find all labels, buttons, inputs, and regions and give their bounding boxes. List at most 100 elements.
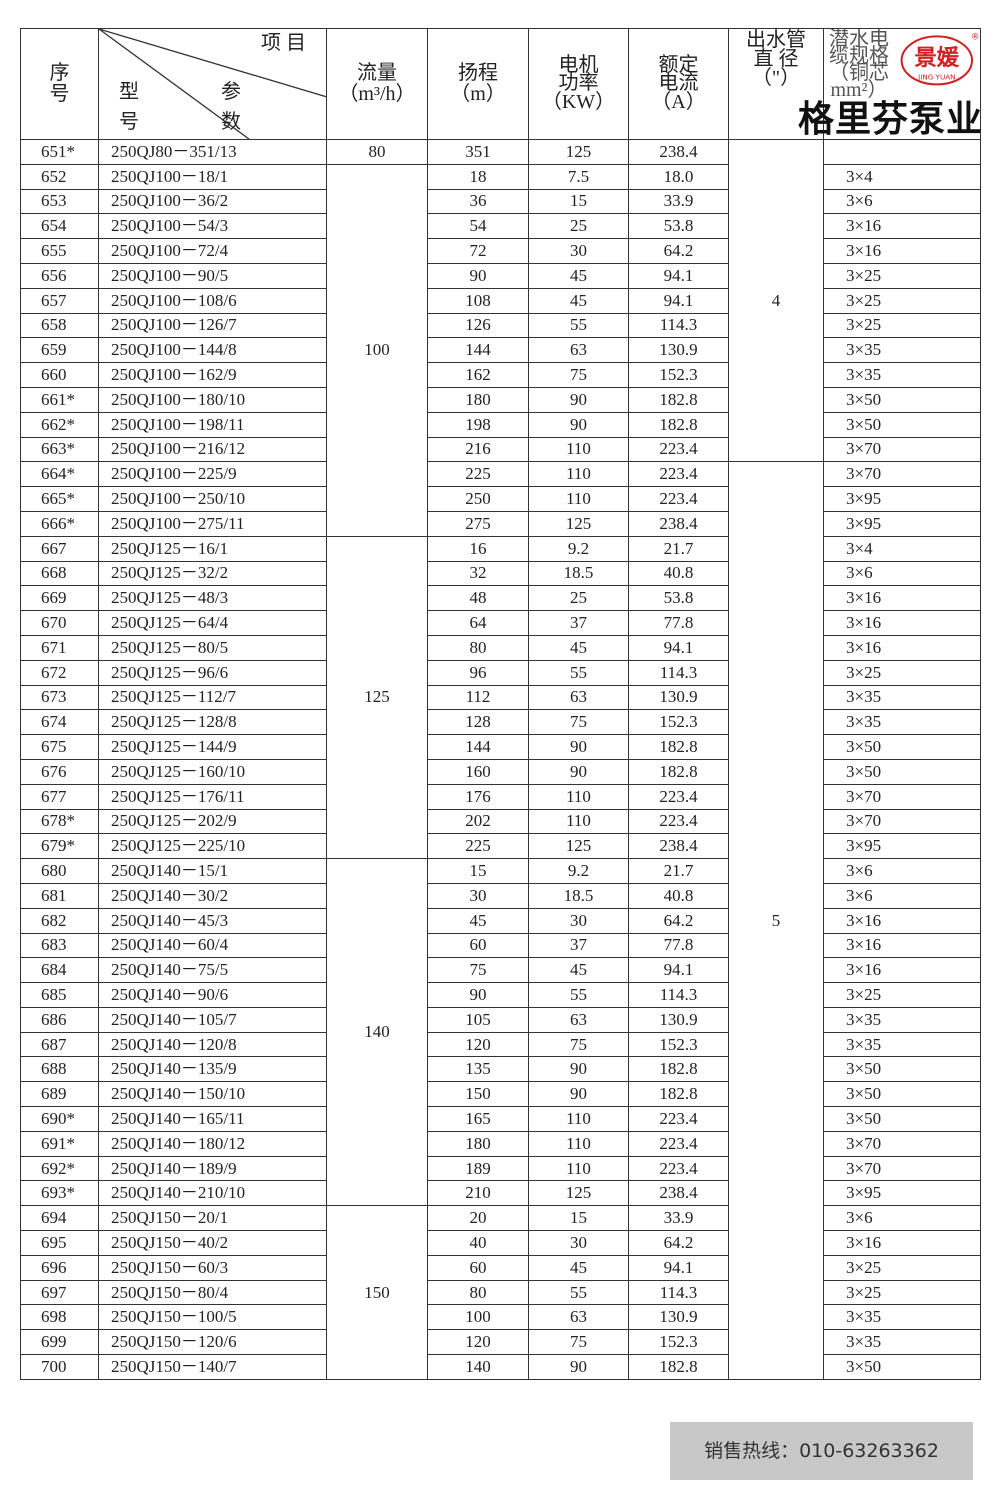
table-row: 690* 250QJ140－165/11 165 110 223.4 3×50 [20, 1106, 981, 1132]
table-row: 688 250QJ140－135/9 135 90 182.8 3×50 [20, 1056, 981, 1083]
model-number: 250QJ140－210/10 [98, 1180, 327, 1207]
cable-spec: 3×25 [823, 1254, 981, 1281]
model-number: 250QJ100－144/8 [98, 337, 327, 364]
head-value: 36 [427, 188, 529, 215]
head-value: 250 [427, 486, 529, 512]
model-number: 250QJ150－80/4 [98, 1279, 327, 1306]
current-value: 130.9 [628, 684, 729, 711]
row-number: 687 [20, 1031, 99, 1058]
current-value: 130.9 [628, 337, 729, 364]
head-value: 198 [427, 411, 529, 438]
head-value: 30 [427, 882, 529, 909]
head-value: 105 [427, 1006, 529, 1033]
current-value: 152.3 [628, 1031, 729, 1058]
current-value: 152.3 [628, 709, 729, 736]
head-value: 108 [427, 287, 529, 314]
cable-spec: 3×25 [823, 982, 981, 1008]
cable-spec: 3×50 [823, 1106, 981, 1132]
current-value: 223.4 [628, 1106, 729, 1132]
header-param: 参 数 [221, 81, 241, 133]
cable-spec: 3×70 [823, 808, 981, 835]
head-value: 150 [427, 1081, 529, 1108]
head-value: 140 [427, 1354, 529, 1380]
cable-spec: 3×16 [823, 610, 981, 636]
current-value: 18.0 [628, 163, 729, 190]
model-number: 250QJ150－120/6 [98, 1329, 327, 1356]
power-value: 63 [528, 337, 629, 364]
model-number: 250QJ125－32/2 [98, 560, 327, 587]
power-value: 30 [528, 238, 629, 264]
cable-spec: 3×25 [823, 312, 981, 339]
table-row: 697 250QJ150－80/4 80 55 114.3 3×25 [20, 1279, 981, 1306]
power-value: 63 [528, 684, 629, 711]
cable-spec: 3×95 [823, 1180, 981, 1207]
row-number: 692* [20, 1155, 99, 1182]
cable-spec: 3×50 [823, 758, 981, 785]
head-value: 144 [427, 734, 529, 760]
table-row: 698 250QJ150－100/5 100 63 130.9 3×35 [20, 1304, 981, 1331]
current-value: 238.4 [628, 1180, 729, 1207]
power-value: 110 [528, 783, 629, 810]
model-number: 250QJ140－165/11 [98, 1106, 327, 1132]
current-value: 114.3 [628, 659, 729, 686]
current-value: 94.1 [628, 634, 729, 661]
table-row: 675 250QJ125－144/9 144 90 182.8 3×50 [20, 734, 981, 760]
head-value: 48 [427, 585, 529, 612]
pump-spec-table: 序号 项 目 型 号 参 数 流量 （m³/h） 扬程 （m） 电机功率 （KW） 额… [20, 28, 981, 1380]
current-value: 182.8 [628, 1056, 729, 1083]
cable-spec: 3×16 [823, 585, 981, 612]
head-value: 180 [427, 1130, 529, 1157]
table-row: 656 250QJ100－90/5 90 45 94.1 3×25 [20, 262, 981, 289]
power-value: 75 [528, 1031, 629, 1058]
current-value: 64.2 [628, 1230, 729, 1256]
cable-spec: 3×16 [823, 957, 981, 984]
power-value: 55 [528, 1279, 629, 1306]
table-row: 674 250QJ125－128/8 128 75 152.3 3×35 [20, 709, 981, 736]
power-value: 45 [528, 287, 629, 314]
cable-spec: 3×50 [823, 734, 981, 760]
row-number: 668 [20, 560, 99, 587]
cable-spec: 3×70 [823, 436, 981, 463]
power-value: 45 [528, 634, 629, 661]
table-row: 693* 250QJ140－210/10 210 125 238.4 3×95 [20, 1180, 981, 1207]
row-number: 695 [20, 1230, 99, 1256]
model-number: 250QJ100－216/12 [98, 436, 327, 463]
model-number: 250QJ140－90/6 [98, 982, 327, 1008]
row-number: 656 [20, 262, 99, 289]
row-number: 667 [20, 535, 99, 562]
current-value: 223.4 [628, 1155, 729, 1182]
power-value: 110 [528, 436, 629, 463]
head-value: 112 [427, 684, 529, 711]
power-value: 110 [528, 808, 629, 835]
head-value: 100 [427, 1304, 529, 1331]
power-value: 75 [528, 1329, 629, 1356]
model-number: 250QJ140－135/9 [98, 1056, 327, 1083]
row-number: 699 [20, 1329, 99, 1356]
current-value: 64.2 [628, 907, 729, 934]
table-row: 660 250QJ100－162/9 162 75 152.3 3×35 [20, 362, 981, 388]
power-value: 15 [528, 1205, 629, 1232]
head-value: 96 [427, 659, 529, 686]
power-value: 25 [528, 213, 629, 240]
current-value: 94.1 [628, 262, 729, 289]
current-value: 33.9 [628, 1205, 729, 1232]
power-value: 125 [528, 1180, 629, 1207]
table-row: 699 250QJ150－120/6 120 75 152.3 3×35 [20, 1329, 981, 1356]
power-value: 75 [528, 709, 629, 736]
head-value: 202 [427, 808, 529, 835]
row-number: 686 [20, 1006, 99, 1033]
power-value: 90 [528, 1056, 629, 1083]
row-number: 659 [20, 337, 99, 364]
sales-hotline: 销售热线：010-63263362 [670, 1422, 973, 1480]
model-number: 250QJ125－202/9 [98, 808, 327, 835]
row-number: 663* [20, 436, 99, 463]
model-number: 250QJ125－144/9 [98, 734, 327, 760]
power-value: 125 [528, 139, 629, 165]
table-row: 677 250QJ125－176/11 176 110 223.4 3×70 [20, 783, 981, 810]
current-value: 182.8 [628, 411, 729, 438]
head-value: 90 [427, 262, 529, 289]
row-number: 653 [20, 188, 99, 215]
model-number: 250QJ140－150/10 [98, 1081, 327, 1108]
current-value: 114.3 [628, 312, 729, 339]
row-number: 675 [20, 734, 99, 760]
